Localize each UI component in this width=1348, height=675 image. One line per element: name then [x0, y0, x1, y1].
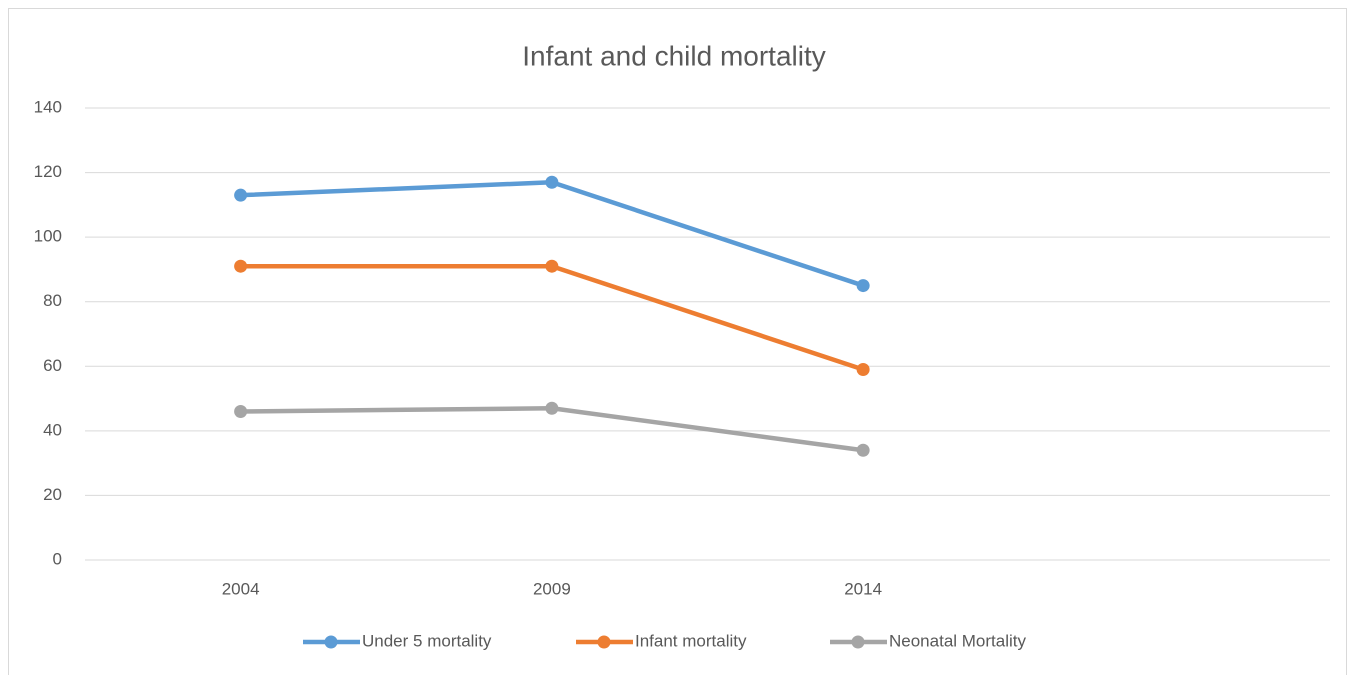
legend-marker — [851, 635, 865, 649]
point — [234, 188, 248, 202]
legend-label: Neonatal Mortality — [889, 631, 1027, 650]
legend-marker — [324, 635, 338, 649]
y-tick-label: 80 — [43, 291, 62, 310]
point — [856, 279, 870, 293]
chart-border — [8, 8, 1347, 675]
chart-title: Infant and child mortality — [522, 40, 826, 71]
y-tick-label: 40 — [43, 420, 62, 439]
point — [234, 259, 248, 273]
point — [856, 363, 870, 377]
y-tick-label: 20 — [43, 485, 62, 504]
y-tick-label: 100 — [34, 227, 62, 246]
legend-marker — [597, 635, 611, 649]
y-tick-label: 140 — [34, 97, 62, 116]
point — [856, 443, 870, 457]
legend-label: Infant mortality — [635, 631, 747, 650]
y-tick-label: 120 — [34, 162, 62, 181]
point — [545, 259, 559, 273]
x-tick-label: 2014 — [844, 579, 882, 598]
x-tick-label: 2004 — [222, 579, 260, 598]
x-tick-label: 2009 — [533, 579, 571, 598]
point — [545, 401, 559, 415]
point — [545, 175, 559, 189]
y-tick-label: 60 — [43, 356, 62, 375]
point — [234, 404, 248, 418]
y-tick-label: 0 — [53, 549, 62, 568]
legend-label: Under 5 mortality — [362, 631, 492, 650]
